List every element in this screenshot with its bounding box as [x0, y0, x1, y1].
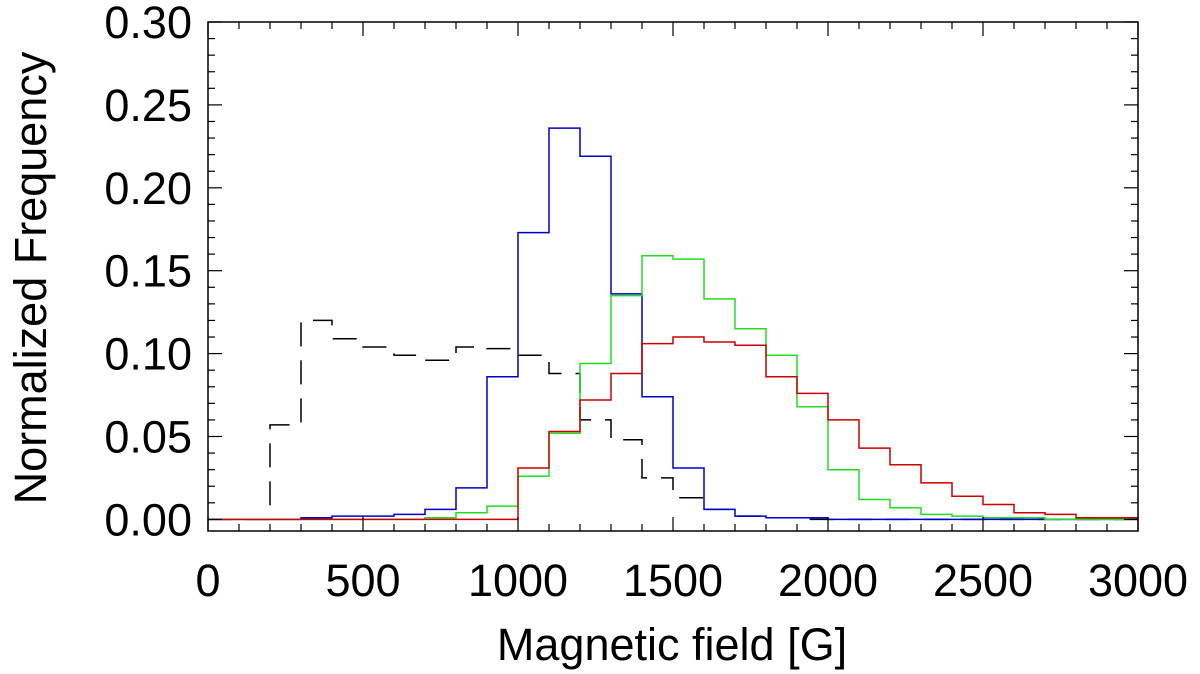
x-tick-label: 2500: [933, 555, 1033, 606]
series-red-line: [208, 336, 1138, 521]
y-tick-label: 0.20: [104, 163, 192, 214]
x-tick-label: 1500: [623, 555, 723, 606]
series-blue-line: [208, 127, 1138, 521]
y-tick-label: 0.25: [104, 80, 192, 131]
x-tick-label: 1000: [468, 555, 568, 606]
x-tick-label: 500: [325, 555, 400, 606]
y-tick-label: 0.05: [104, 411, 192, 462]
x-axis-title: Magnetic field [G]: [497, 619, 847, 670]
y-tick-label: 0.15: [104, 246, 192, 297]
y-tick-label: 0.30: [104, 0, 192, 48]
series-green-line: [208, 255, 1138, 521]
y-tick-label: 0.00: [104, 494, 192, 545]
y-axis-title: Normalized Frequency: [5, 51, 56, 504]
x-tick-label: 0: [195, 555, 220, 606]
x-tick-label: 3000: [1088, 555, 1188, 606]
x-tick-label: 2000: [778, 555, 878, 606]
series-layer: [208, 127, 1138, 521]
axes-layer: 0 500 1000 1500 2000 2500 3000 0.00 0.05 0.10 0.15…: [104, 0, 1188, 606]
y-tick-label: 0.10: [104, 329, 192, 380]
